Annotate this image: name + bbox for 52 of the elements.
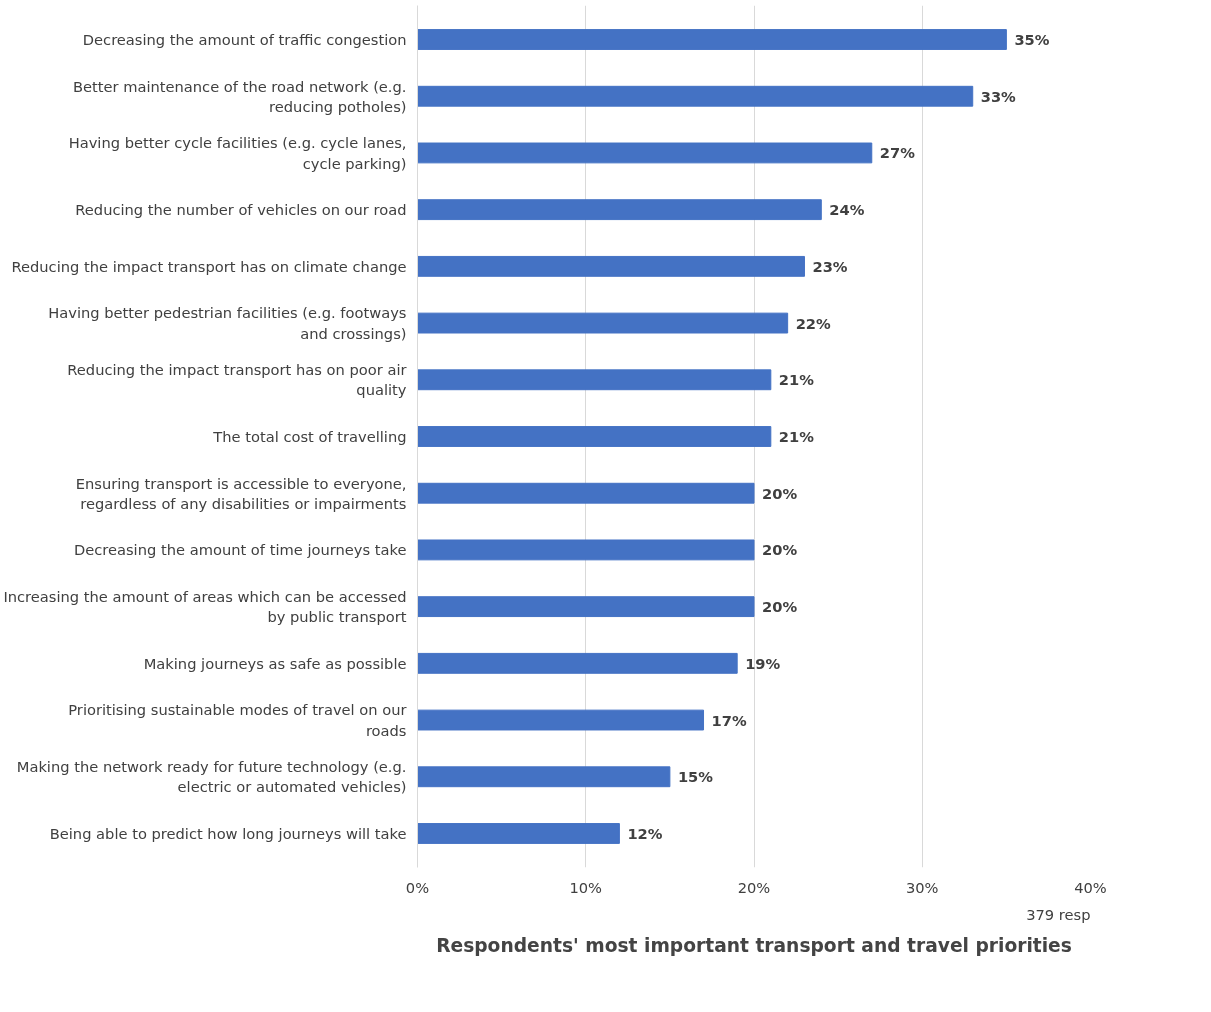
data-label: 17%	[711, 711, 747, 729]
y-tick-label: Being able to predict how long journeys will take	[49, 824, 407, 842]
y-tick-label: Increasing the amount of areas which can be accessed by public transport	[3, 587, 407, 626]
y-tick-label: Better maintenance of the road network (e.g. reducing potholes)	[72, 77, 407, 115]
data-label: 19%	[745, 654, 781, 672]
data-label: 24%	[829, 201, 865, 219]
x-tick-label: 30%	[905, 878, 939, 896]
y-tick-label: Having better cycle facilities (e.g. cycle lanes, cycle parking)	[68, 134, 407, 172]
bar	[417, 426, 772, 447]
bar	[417, 482, 755, 504]
bar	[417, 709, 705, 731]
y-tick-label: Decreasing the amount of time journeys take	[73, 541, 407, 559]
data-label: 35%	[1014, 31, 1050, 49]
y-tick-label: Making the network ready for future technology (e.g. electric or automated vehicles)	[16, 758, 407, 796]
bar	[417, 823, 620, 844]
y-tick-label: Reducing the number of vehicles on our road	[75, 201, 407, 219]
x-tick-label: 0%	[405, 878, 430, 896]
y-tick-label: Reducing the impact transport has on climate change	[11, 257, 407, 275]
x-tick-label: 20%	[737, 878, 771, 896]
bar	[417, 596, 755, 618]
data-label: 23%	[812, 257, 848, 275]
data-label: 20%	[762, 541, 798, 559]
bar	[417, 142, 873, 164]
data-label: 22%	[795, 314, 832, 332]
bar	[417, 369, 772, 391]
data-label: 21%	[778, 371, 815, 389]
data-label: 15%	[677, 768, 714, 786]
y-tick-label: Prioritising sustainable modes of travel on our roads	[68, 701, 408, 739]
bar	[417, 85, 974, 107]
y-tick-label: Having better pedestrian facilities (e.g. footways and crossings)	[48, 304, 407, 342]
bar	[417, 199, 822, 221]
bar	[417, 539, 755, 561]
data-label: 12%	[627, 824, 663, 842]
x-tick-label: 40%	[1074, 878, 1107, 896]
bar	[417, 766, 671, 788]
bar	[417, 29, 1007, 50]
data-label: 20%	[762, 598, 798, 616]
data-label: 27%	[879, 144, 916, 162]
x-tick-label: 10%	[569, 878, 603, 896]
text: 379 resp	[1026, 905, 1091, 923]
y-tick-label: Ensuring transport is accessible to everyone, regardless of any disabilities or impairments	[75, 474, 407, 512]
data-label: 21%	[778, 428, 815, 445]
bar	[417, 652, 738, 674]
y-tick-label: Decreasing the amount of traffic congestion	[82, 31, 407, 49]
bar	[417, 255, 805, 277]
y-tick-label: Reducing the impact transport has on poor air quality	[67, 361, 408, 399]
data-label: 33%	[980, 87, 1017, 105]
text: Respondents' most important transport and travel priorities	[436, 934, 1072, 956]
bar	[417, 312, 789, 334]
data-label: 20%	[762, 484, 798, 502]
y-tick-label: The total cost of travelling	[212, 428, 407, 445]
y-tick-label: Making journeys as safe as possible	[143, 654, 407, 672]
